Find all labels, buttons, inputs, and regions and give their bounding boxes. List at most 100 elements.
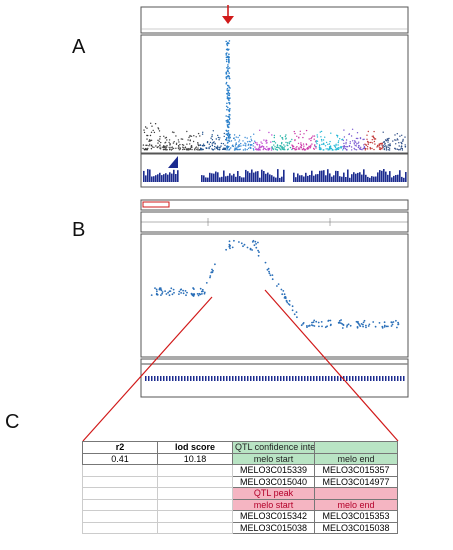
ci-end-cell: MELO3C014977 bbox=[314, 475, 398, 488]
plot-point bbox=[182, 292, 185, 295]
peak-start-cell: MELO3C015342 bbox=[232, 510, 315, 523]
plot-point bbox=[227, 91, 230, 94]
plot-point bbox=[303, 145, 305, 147]
plot-point bbox=[228, 67, 231, 69]
plot-point bbox=[231, 246, 234, 249]
plot-point bbox=[275, 146, 278, 149]
plot-point bbox=[312, 135, 314, 137]
plot-point bbox=[282, 290, 285, 292]
coverage-bar bbox=[205, 177, 207, 182]
plot-point bbox=[266, 149, 268, 151]
plot-point bbox=[228, 113, 231, 116]
plot-point bbox=[350, 146, 353, 148]
coverage-bar bbox=[309, 175, 311, 182]
plot-point bbox=[327, 143, 329, 146]
plot-point bbox=[194, 149, 196, 151]
plot-point bbox=[171, 293, 174, 296]
plot-point bbox=[362, 321, 365, 324]
plot-point bbox=[286, 301, 289, 304]
plot-point bbox=[366, 148, 369, 150]
plot-point bbox=[313, 148, 315, 150]
plot-point bbox=[189, 143, 191, 145]
plot-point bbox=[151, 144, 153, 146]
gene-tick bbox=[307, 376, 309, 381]
plot-point bbox=[395, 139, 397, 141]
plot-point bbox=[149, 140, 151, 142]
plot-point bbox=[262, 146, 264, 148]
plot-point bbox=[242, 140, 244, 142]
plot-point bbox=[150, 122, 152, 125]
plot-point bbox=[237, 148, 239, 151]
coverage-bar bbox=[385, 171, 387, 182]
empty-cell bbox=[82, 475, 158, 488]
plot-point bbox=[396, 133, 398, 135]
plot-point bbox=[351, 149, 353, 151]
table-row: melo start melo end bbox=[82, 498, 398, 511]
plot-point bbox=[346, 324, 349, 327]
gene-tick bbox=[256, 376, 258, 381]
plot-point bbox=[228, 77, 231, 80]
plot-point bbox=[400, 145, 403, 147]
coverage-bar bbox=[347, 169, 349, 182]
plot-point bbox=[228, 138, 230, 140]
plot-point bbox=[164, 146, 166, 148]
plot-point bbox=[346, 149, 348, 151]
plot-point bbox=[168, 141, 170, 144]
coverage-bar bbox=[207, 177, 209, 182]
coverage-bar bbox=[251, 169, 253, 182]
plot-point bbox=[216, 147, 218, 149]
plot-point bbox=[364, 143, 366, 145]
plot-point bbox=[316, 143, 318, 145]
plot-point bbox=[203, 144, 206, 147]
coverage-bar bbox=[243, 177, 245, 182]
plot-point bbox=[226, 75, 228, 78]
plot-point bbox=[225, 73, 228, 75]
plot-point bbox=[276, 149, 279, 151]
plot-point bbox=[186, 143, 188, 145]
plot-point bbox=[235, 143, 238, 146]
plot-point bbox=[199, 144, 202, 146]
ci-title-blank bbox=[314, 441, 398, 454]
plot-point bbox=[160, 148, 162, 150]
plot-point bbox=[349, 324, 352, 327]
plot-point bbox=[240, 242, 243, 245]
plot-point bbox=[173, 131, 175, 134]
plot-point bbox=[143, 131, 146, 134]
plot-point bbox=[228, 110, 231, 113]
plot-point bbox=[203, 292, 206, 295]
plot-point bbox=[297, 142, 300, 145]
plot-point bbox=[157, 139, 159, 141]
plot-point bbox=[224, 147, 226, 149]
plot-point bbox=[388, 147, 391, 149]
plot-point bbox=[381, 143, 383, 145]
plot-point bbox=[165, 147, 167, 149]
plot-point bbox=[182, 289, 185, 292]
panel-b-region-strip bbox=[140, 199, 409, 233]
gene-tick bbox=[358, 376, 360, 381]
plot-point bbox=[233, 137, 235, 139]
coverage-bar bbox=[277, 169, 279, 182]
plot-point bbox=[219, 146, 221, 149]
plot-point bbox=[146, 138, 148, 140]
plot-point bbox=[291, 305, 294, 308]
plot-point bbox=[178, 290, 181, 293]
empty-cell bbox=[82, 487, 158, 500]
plot-point bbox=[158, 140, 160, 142]
plot-point bbox=[320, 130, 323, 133]
coverage-bar bbox=[363, 169, 365, 182]
gene-tick bbox=[205, 376, 207, 381]
plot-point bbox=[327, 148, 329, 150]
coverage-bar bbox=[323, 170, 325, 182]
plot-point bbox=[378, 322, 381, 324]
plot-point bbox=[286, 144, 288, 146]
plot-point bbox=[383, 148, 385, 150]
plot-point bbox=[228, 48, 230, 51]
plot-point bbox=[244, 149, 246, 151]
plot-point bbox=[316, 136, 319, 138]
plot-point bbox=[320, 321, 323, 323]
plot-point bbox=[392, 321, 395, 323]
empty-cell bbox=[82, 521, 158, 534]
plot-point bbox=[361, 149, 363, 151]
plot-point bbox=[166, 149, 168, 151]
